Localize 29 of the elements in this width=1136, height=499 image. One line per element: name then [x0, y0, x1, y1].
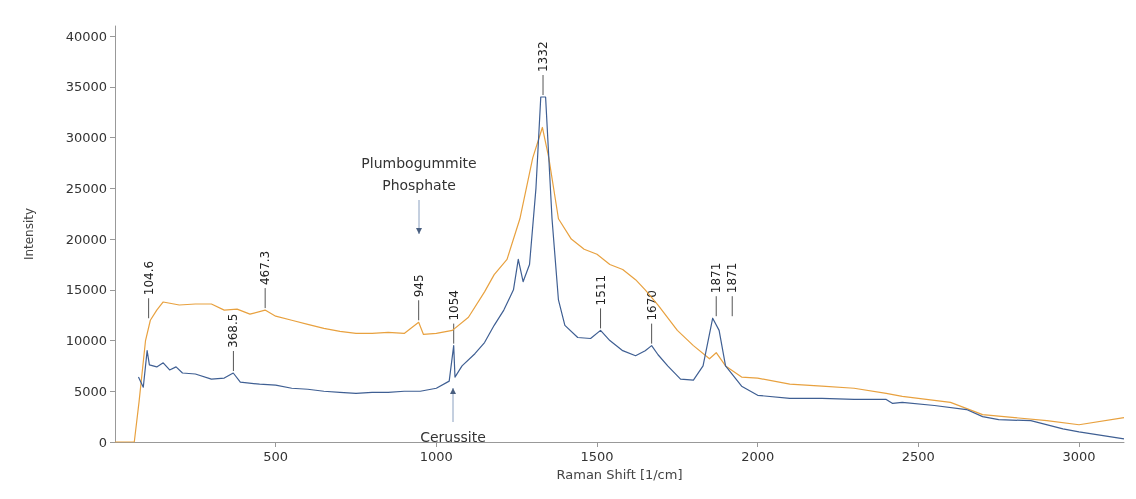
annotation: 945 — [411, 274, 426, 298]
annotation: Cerussite — [420, 429, 486, 445]
annotation: 104.6 — [141, 260, 156, 296]
y-axis-title: Intensity — [22, 207, 36, 261]
annotation: 368.5 — [226, 313, 241, 348]
y-tick-label: 25000 — [65, 180, 107, 196]
x-axis-title: Raman Shift [1/cm] — [556, 466, 683, 482]
annotation: 1332 — [536, 41, 551, 73]
x-tick-label: 500 — [263, 449, 289, 464]
annotation: Plumbogummite Phosphate — [361, 155, 477, 193]
x-tick-label: 3000 — [1062, 449, 1096, 464]
y-tick-label: 10000 — [65, 333, 107, 349]
y-tick-label: 0 — [98, 434, 107, 450]
annotation: 1054 — [446, 290, 461, 321]
annotation: 467.3 — [258, 250, 273, 286]
x-tick-label: 2000 — [741, 449, 775, 464]
annotation: 1871 — [725, 262, 740, 294]
x-tick-label: 2500 — [901, 449, 935, 464]
y-tick-label: 5000 — [73, 383, 107, 399]
x-tick-label: 1000 — [419, 449, 453, 464]
annotation: 1871 — [709, 262, 724, 294]
annotation: 1670 — [644, 290, 659, 321]
y-tick-label: 30000 — [65, 130, 107, 146]
x-tick-label: 1500 — [580, 449, 614, 464]
y-tick-label: 35000 — [65, 79, 107, 95]
y-tick-label: 40000 — [65, 28, 107, 44]
annotation: 1511 — [593, 274, 608, 306]
y-tick-label: 15000 — [65, 282, 107, 298]
y-tick-label: 20000 — [65, 231, 107, 247]
